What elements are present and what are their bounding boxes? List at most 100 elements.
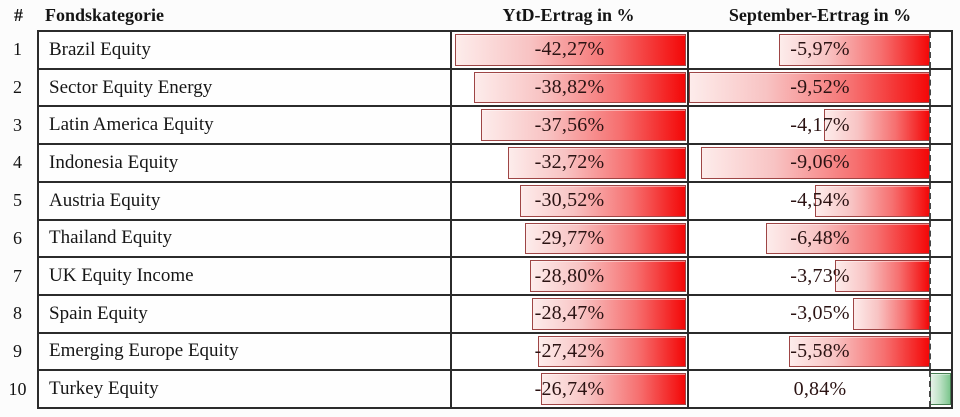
table-row: 6 Thailand Equity -29,77% -6,48% <box>13 218 951 257</box>
category-cell: Sector Equity Energy <box>39 69 450 106</box>
september-data-bar <box>778 34 930 66</box>
ytd-column-header: YtD-Ertrag in % <box>502 4 635 25</box>
september-value: -4,54% <box>790 189 850 212</box>
table-row: 7 UK Equity Income -28,80% -3,73% <box>13 256 951 294</box>
september-value: -4,17% <box>790 113 850 136</box>
september-data-bar <box>824 109 930 142</box>
category-label: Austria Equity <box>49 189 161 211</box>
category-label: Thailand Equity <box>49 227 172 249</box>
ytd-cell: -28,47% <box>450 295 687 332</box>
category-cell: Emerging Europe Equity <box>39 333 450 370</box>
september-cell: -4,54% <box>687 182 951 219</box>
table-header: # Fondskategorie YtD-Ertrag in % Septemb… <box>0 0 953 30</box>
rank-label: 1 <box>13 39 22 60</box>
ytd-value: -42,27% <box>534 38 605 61</box>
fund-category-table: 1 Brazil Equity -42,27% -5,97% 2 Sector … <box>9 30 953 409</box>
rank-label: 7 <box>13 265 22 286</box>
category-cell: Brazil Equity <box>39 32 450 68</box>
category-label: Spain Equity <box>49 302 148 324</box>
ytd-value: -30,52% <box>534 189 605 212</box>
zero-axis-line <box>928 145 931 181</box>
rank-column-header: # <box>14 4 23 25</box>
september-data-bar <box>835 260 930 292</box>
zero-axis-line <box>928 371 931 408</box>
ytd-cell: -38,82% <box>450 69 687 106</box>
category-label: Turkey Equity <box>49 378 159 400</box>
september-value: -3,05% <box>790 302 850 325</box>
ytd-cell: -29,77% <box>450 220 687 257</box>
ytd-data-bar <box>537 335 686 368</box>
ytd-cell: -30,52% <box>450 182 687 219</box>
table-row: 9 Emerging Europe Equity -27,42% -5,58% <box>13 331 951 370</box>
category-label: Sector Equity Energy <box>49 76 213 98</box>
table-row: 3 Latin America Equity -37,56% -4,17% <box>13 105 951 144</box>
rank-label: 2 <box>13 77 22 98</box>
rank-label: 4 <box>13 152 22 173</box>
september-value: -6,48% <box>790 226 850 249</box>
september-column-header: September-Ertrag in % <box>728 4 912 25</box>
september-data-bar <box>788 335 930 368</box>
category-cell: Austria Equity <box>39 182 450 219</box>
september-cell: -4,17% <box>687 107 951 144</box>
september-cell: 0,84% <box>687 371 951 408</box>
zero-axis-line <box>928 258 931 294</box>
category-cell: UK Equity Income <box>39 258 450 294</box>
september-value: -9,06% <box>790 151 850 174</box>
category-cell: Indonesia Equity <box>39 145 450 181</box>
category-label: Indonesia Equity <box>49 151 179 173</box>
ytd-data-bar <box>531 297 686 330</box>
zero-axis-line <box>928 333 931 370</box>
september-data-bar <box>765 222 930 255</box>
ytd-data-bar <box>481 109 686 142</box>
september-cell: -5,58% <box>687 333 951 370</box>
september-data-bar <box>814 184 930 217</box>
zero-axis-line <box>928 182 931 219</box>
ytd-value: -27,42% <box>534 339 605 362</box>
ytd-data-bar <box>508 147 686 179</box>
rank-label: 6 <box>13 227 22 248</box>
table-row: 10 Turkey Equity -26,74% 0,84% <box>9 369 951 408</box>
september-value: 0,84% <box>793 377 847 400</box>
zero-axis-line <box>928 32 931 68</box>
table-row: 2 Sector Equity Energy -38,82% -9,52% <box>13 67 951 106</box>
zero-axis-line <box>928 295 931 332</box>
ytd-value: -26,74% <box>534 377 605 400</box>
table-row: 4 Indonesia Equity -32,72% -9,06% <box>13 143 951 181</box>
september-value: -3,73% <box>790 264 850 287</box>
september-data-bar <box>929 373 951 406</box>
category-cell: Turkey Equity <box>39 371 450 408</box>
september-cell: -3,73% <box>687 258 951 294</box>
september-value: -9,52% <box>790 76 850 99</box>
ytd-data-bar <box>524 222 686 255</box>
category-cell: Spain Equity <box>39 295 450 332</box>
rank-label: 3 <box>13 114 22 135</box>
table-row: 8 Spain Equity -28,47% -3,05% <box>13 293 951 332</box>
ytd-cell: -26,74% <box>450 371 687 408</box>
ytd-value: -38,82% <box>534 76 605 99</box>
ytd-cell: -37,56% <box>450 107 687 144</box>
september-data-bar <box>700 147 930 179</box>
ytd-data-bar <box>455 34 686 66</box>
september-cell: -9,52% <box>687 69 951 106</box>
category-label: Latin America Equity <box>49 114 214 136</box>
september-cell: -9,06% <box>687 145 951 181</box>
category-label: UK Equity Income <box>49 265 194 287</box>
september-data-bar <box>689 71 930 104</box>
zero-axis-line <box>928 107 931 144</box>
category-cell: Thailand Equity <box>39 220 450 257</box>
rank-label: 10 <box>8 378 27 399</box>
ytd-value: -28,47% <box>534 302 605 325</box>
table-row: 1 Brazil Equity -42,27% -5,97% <box>13 32 951 68</box>
ytd-cell: -42,27% <box>450 32 687 68</box>
category-cell: Latin America Equity <box>39 107 450 144</box>
september-value: -5,58% <box>790 339 850 362</box>
category-column-header: Fondskategorie <box>45 4 164 25</box>
ytd-data-bar <box>541 373 686 406</box>
ytd-cell: -28,80% <box>450 258 687 294</box>
ytd-data-bar <box>520 184 686 217</box>
ytd-cell: -32,72% <box>450 145 687 181</box>
rank-label: 8 <box>13 303 22 324</box>
rank-label: 5 <box>13 190 22 211</box>
ytd-cell: -27,42% <box>450 333 687 370</box>
zero-axis-line <box>928 220 931 257</box>
